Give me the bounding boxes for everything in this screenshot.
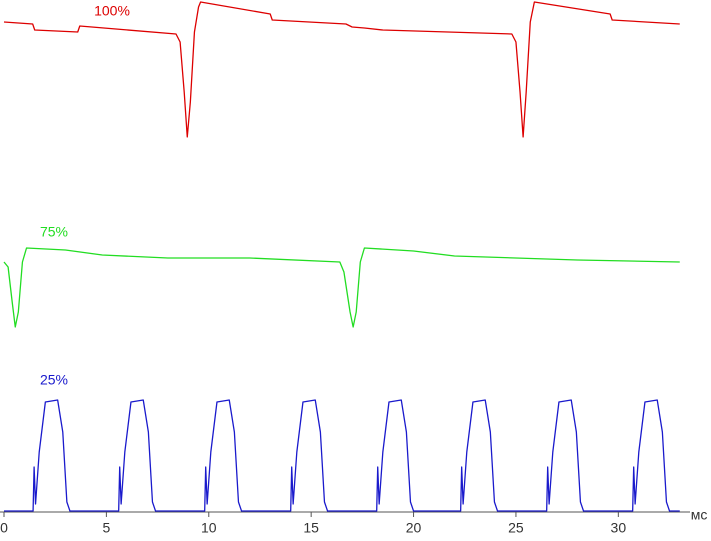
x-tick-label: 10	[201, 520, 217, 536]
trace	[3, 1, 680, 138]
trace	[4, 399, 680, 512]
x-tick-label: 0	[0, 520, 8, 536]
x-tick-label: 30	[611, 520, 627, 536]
trace	[3, 247, 680, 328]
x-tick-label: 15	[303, 520, 319, 536]
x-tick-label: 20	[406, 520, 422, 536]
x-tick-label: 25	[508, 520, 524, 536]
trace-label: 75%	[40, 224, 68, 240]
x-tick-label: 5	[102, 520, 110, 536]
trace-label: 100%	[94, 3, 130, 19]
x-axis-label: мс	[691, 507, 708, 523]
trace-label: 25%	[40, 372, 68, 388]
